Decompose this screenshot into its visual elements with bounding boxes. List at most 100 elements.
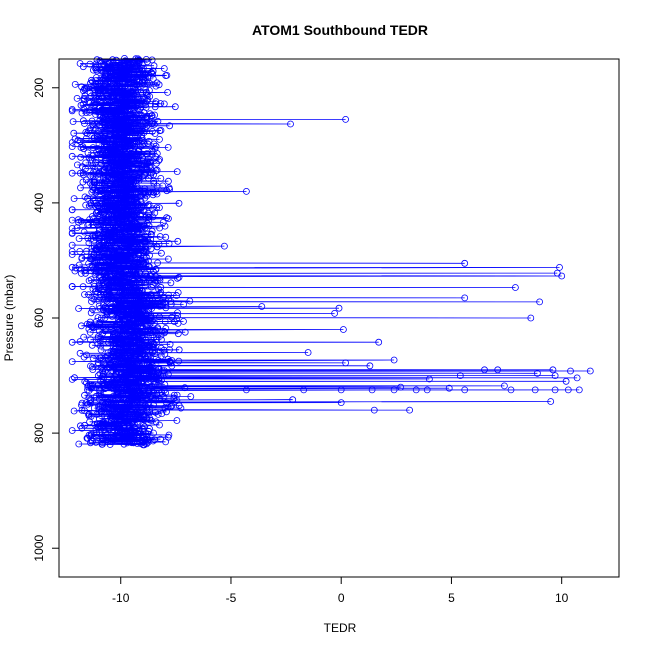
data-point: [78, 406, 86, 414]
data-point: [85, 221, 93, 228]
data-point: [140, 359, 148, 367]
data-point: [145, 374, 153, 382]
data-point: [141, 282, 149, 290]
data-point: [83, 247, 90, 255]
data-point: [163, 408, 170, 416]
data-point: [456, 372, 464, 380]
data-point: [76, 247, 84, 255]
data-point: [157, 249, 165, 257]
data-point: [95, 281, 103, 289]
data-point: [68, 229, 76, 237]
data-point: [134, 147, 142, 155]
data-point: [130, 226, 138, 234]
data-point: [89, 354, 97, 362]
data-point: [88, 117, 96, 125]
data-point: [95, 271, 103, 279]
data-point: [127, 409, 135, 417]
data-point: [127, 351, 135, 359]
data-point: [91, 270, 99, 278]
data-point: [97, 153, 105, 161]
data-point: [77, 265, 85, 273]
data-point: [166, 340, 174, 348]
data-point: [116, 340, 124, 348]
data-point: [390, 386, 398, 394]
data-point: [157, 372, 164, 380]
data-point: [70, 407, 78, 415]
series-points: [68, 55, 594, 449]
data-point: [106, 128, 114, 136]
data-point: [101, 134, 108, 142]
data-point: [133, 221, 141, 229]
data-point: [149, 205, 157, 213]
data-point: [145, 316, 153, 324]
data-point: [142, 269, 149, 277]
data-point: [551, 386, 559, 394]
data-point: [160, 367, 168, 375]
data-point: [68, 282, 76, 290]
data-point: [80, 353, 88, 361]
data-point: [132, 116, 140, 124]
data-point: [95, 140, 103, 148]
data-point: [68, 139, 76, 146]
data-point: [139, 79, 147, 86]
data-point: [104, 249, 112, 256]
data-point: [77, 153, 85, 161]
data-point: [115, 368, 123, 376]
data-point: [549, 366, 557, 374]
data-point: [144, 174, 152, 182]
data-point: [157, 331, 165, 339]
data-point: [108, 437, 115, 445]
data-point: [136, 66, 144, 73]
data-point: [586, 367, 594, 375]
data-point: [115, 278, 123, 286]
data-point: [163, 187, 171, 195]
data-point: [500, 382, 508, 390]
data-point: [461, 259, 469, 267]
data-point: [140, 72, 148, 80]
axes-layer: -10 -5 0 5 10 200 400 600 800 1000: [32, 77, 569, 605]
data-point: [101, 327, 109, 335]
data-point: [494, 366, 502, 374]
data-point: [86, 179, 94, 187]
data-point: [142, 88, 150, 96]
data-point: [71, 374, 78, 382]
data-point: [174, 330, 182, 338]
data-point: [173, 274, 181, 282]
data-point: [412, 386, 420, 394]
data-point: [130, 155, 138, 163]
data-point: [143, 123, 151, 130]
data-point: [150, 120, 158, 128]
data-point: [481, 366, 488, 374]
data-point: [85, 260, 92, 267]
data-point: [163, 399, 170, 406]
data-point: [99, 373, 106, 381]
data-point: [534, 369, 541, 377]
data-point: [141, 402, 149, 410]
data-point: [121, 144, 129, 152]
data-point: [390, 356, 398, 364]
data-point: [573, 374, 581, 382]
data-point: [119, 423, 127, 431]
data-point: [80, 105, 88, 113]
data-point: [170, 318, 178, 326]
data-point: [75, 305, 82, 312]
data-point: [164, 370, 172, 378]
y-tick-label: 200: [32, 77, 46, 97]
data-point: [128, 201, 136, 208]
data-point: [146, 393, 154, 401]
data-point: [143, 115, 150, 123]
data-point: [154, 410, 162, 418]
data-point: [147, 373, 155, 381]
data-point: [139, 141, 147, 149]
data-point: [150, 140, 158, 148]
data-point: [94, 372, 102, 380]
data-point: [128, 203, 136, 211]
data-point: [80, 96, 88, 104]
data-point: [342, 116, 350, 123]
data-point: [157, 174, 165, 182]
data-point: [130, 420, 138, 428]
data-point: [106, 68, 114, 75]
data-point: [101, 367, 109, 375]
data-point: [70, 195, 78, 203]
data-point: [83, 109, 90, 116]
